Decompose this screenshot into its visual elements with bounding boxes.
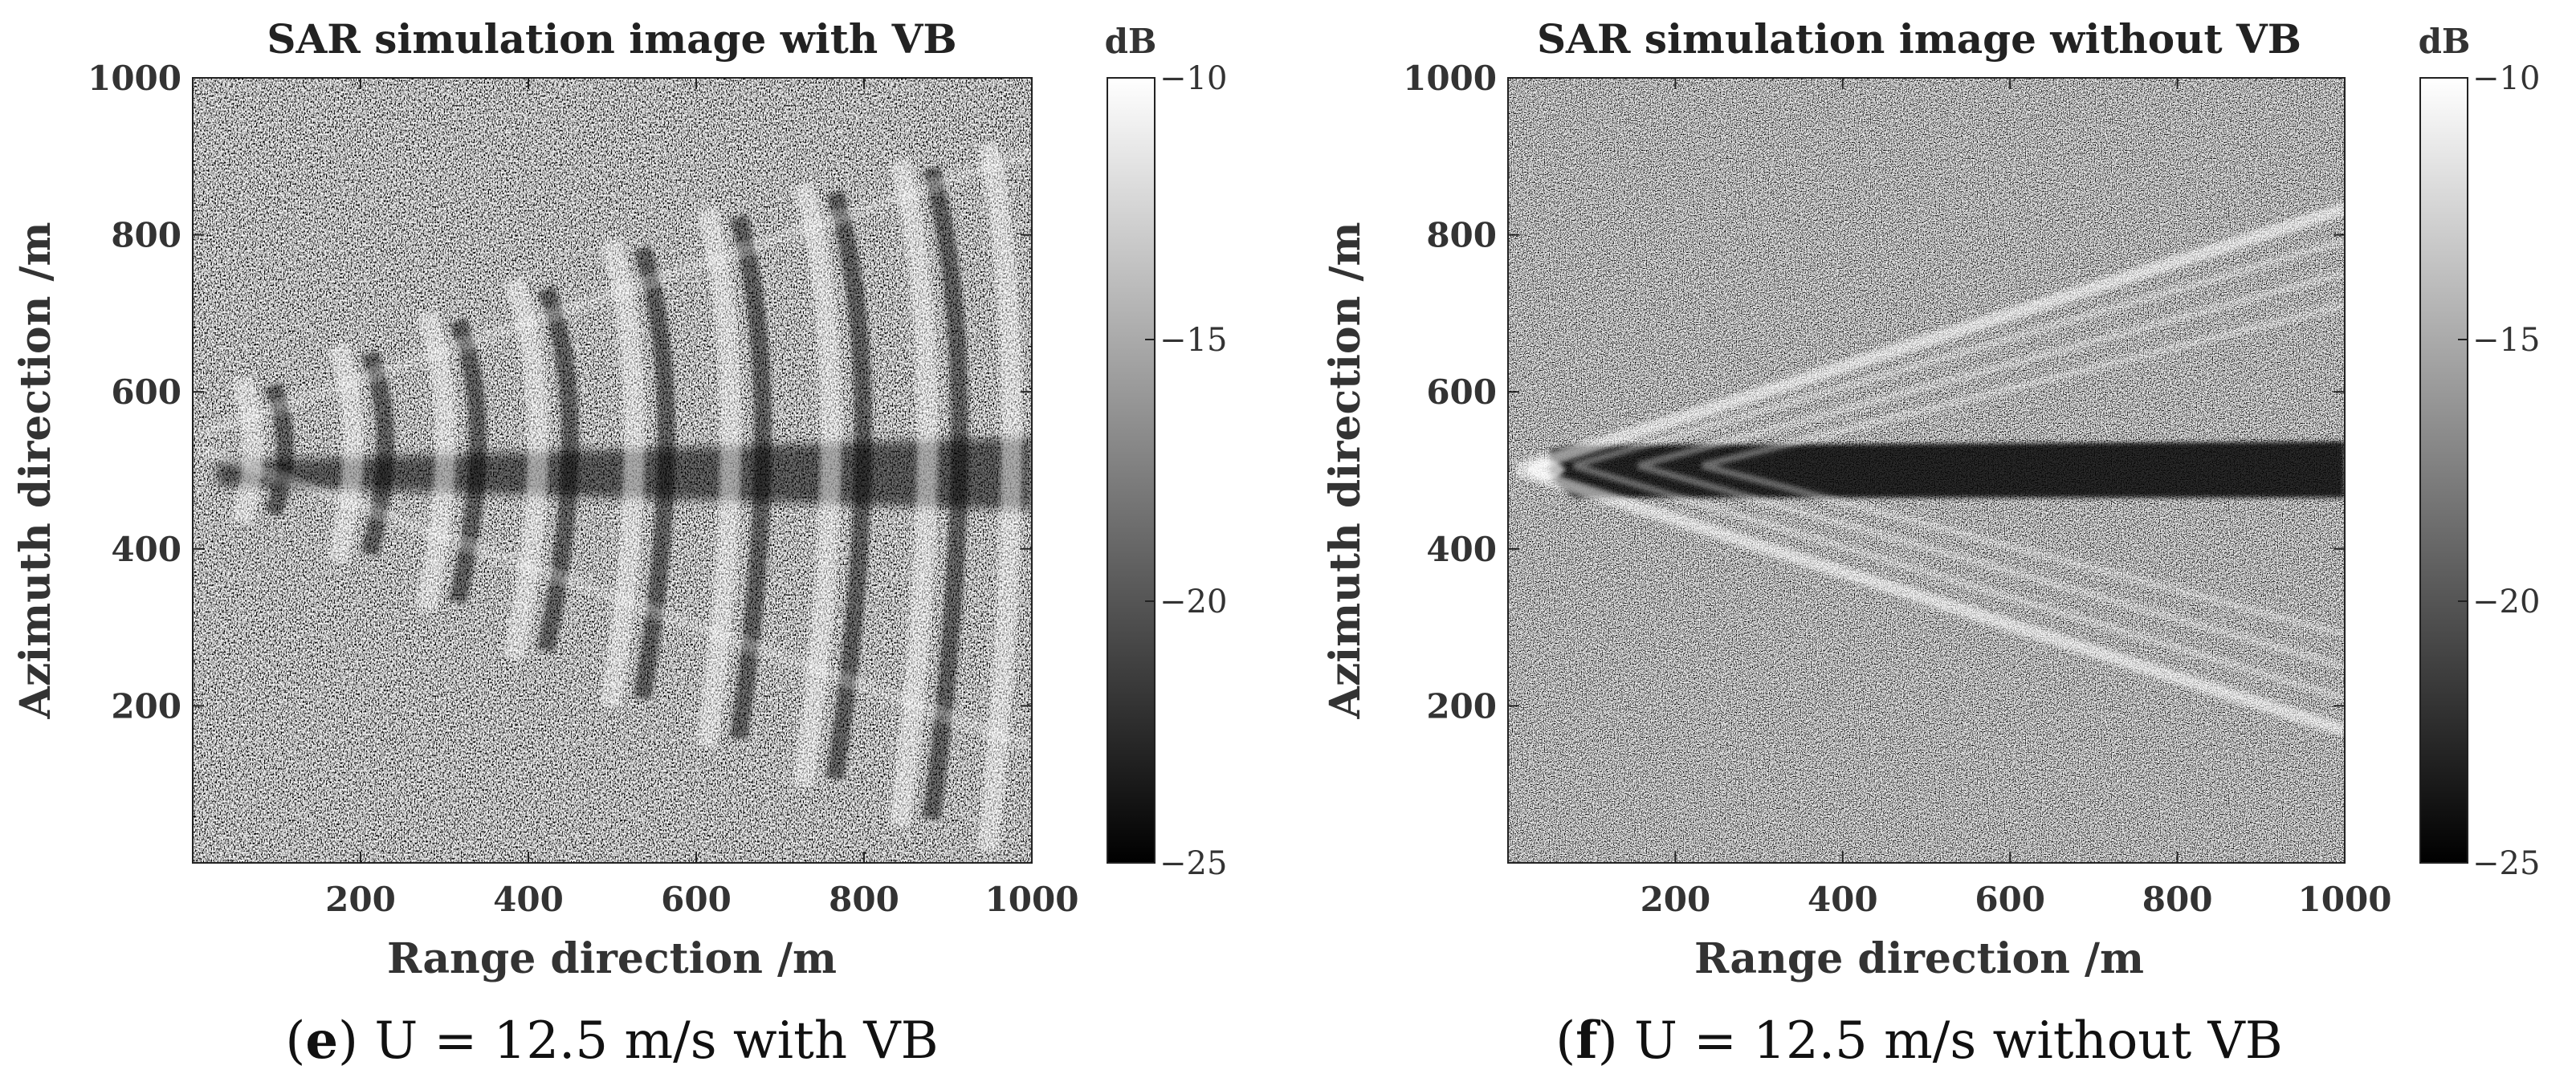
colorbar-unit: dB: [1105, 22, 1157, 61]
panel-f: SAR simulation image without VB 200 400 60…: [1321, 15, 2540, 1071]
x-axis-label: Range direction /m: [387, 934, 837, 983]
kelvin-arms: [1515, 202, 2345, 737]
caption: (f) U = 12.5 m/s without VB: [1555, 1011, 2283, 1071]
x-tick-label: 400: [493, 880, 564, 919]
colorbar-tick-label: −20: [1160, 584, 1227, 620]
colorbar-ticks: −10 −15 −20 −25: [1145, 60, 1227, 882]
y-tick-label: 400: [111, 530, 181, 569]
x-tick-labels: 200 400 600 800 1000: [1641, 880, 2392, 919]
dark-wake-band: [1550, 441, 2345, 498]
y-axis-label: Azimuth direction /m: [1321, 222, 1370, 719]
y-axis-label: Azimuth direction /m: [11, 222, 60, 719]
colorbar-tick-label: −15: [2472, 322, 2540, 359]
colorbar-tick-label: −25: [2472, 845, 2540, 882]
colorbar-gradient: [1107, 77, 1156, 864]
x-tick-label: 800: [2142, 880, 2213, 919]
y-tick-label: 1000: [1403, 59, 1497, 98]
panel-e: SAR simulation image with VB 200 400 600 80…: [11, 15, 1227, 1071]
x-tick-label: 200: [1641, 880, 1711, 919]
x-tick-label: 200: [325, 880, 396, 919]
y-tick-label: 800: [1426, 216, 1497, 255]
colorbar-tick-label: −20: [2472, 584, 2540, 620]
tick-marks: [193, 77, 1033, 863]
axes-frame: [192, 77, 1033, 864]
axes-frame: [1507, 77, 2346, 864]
heatmap-image: [1508, 78, 2345, 863]
colorbar-tick-label: −10: [1160, 60, 1227, 97]
y-tick-label: 600: [1426, 372, 1497, 412]
wake-waves: [198, 142, 1032, 852]
colorbar-tick-label: −10: [2472, 60, 2540, 97]
tick-marks: [1508, 77, 2346, 863]
x-tick-label: 600: [1975, 880, 2045, 919]
x-tick-labels: 200 400 600 800 1000: [325, 880, 1078, 919]
x-tick-label: 800: [829, 880, 899, 919]
colorbar-ticks: −10 −15 −20 −25: [2458, 60, 2540, 882]
colorbar: dB −10 −15 −20 −25: [2419, 22, 2541, 882]
caption-text: ) U = 12.5 m/s with VB: [338, 1011, 939, 1071]
caption-letter: f: [1575, 1011, 1600, 1071]
x-tick-label: 1000: [2298, 880, 2392, 919]
x-tick-label: 1000: [985, 880, 1079, 919]
colorbar-tick-label: −25: [1160, 845, 1227, 882]
y-tick-label: 600: [111, 372, 181, 412]
y-tick-label: 800: [111, 216, 181, 255]
y-tick-labels: 200 400 600 800 1000: [88, 59, 181, 726]
x-tick-label: 600: [661, 880, 732, 919]
y-tick-labels: 200 400 600 800 1000: [1403, 59, 1497, 726]
y-tick-label: 1000: [88, 59, 181, 98]
colorbar-unit: dB: [2419, 22, 2471, 61]
y-tick-label: 200: [1426, 686, 1497, 726]
x-axis-label: Range direction /m: [1694, 934, 2144, 983]
colorbar: dB −10 −15 −20 −25: [1105, 22, 1228, 882]
heatmap-image: [193, 78, 1032, 863]
caption: (e) U = 12.5 m/s with VB: [285, 1011, 938, 1071]
colorbar-gradient: [2419, 77, 2468, 864]
caption-text: ) U = 12.5 m/s without VB: [1598, 1011, 2283, 1071]
colorbar-tick-label: −15: [1160, 322, 1227, 359]
caption-letter: e: [305, 1011, 338, 1071]
x-tick-label: 400: [1808, 880, 1878, 919]
chart-title: SAR simulation image with VB: [267, 15, 956, 63]
chart-title: SAR simulation image without VB: [1537, 15, 2301, 63]
y-tick-label: 400: [1426, 530, 1497, 569]
y-tick-label: 200: [111, 686, 181, 726]
